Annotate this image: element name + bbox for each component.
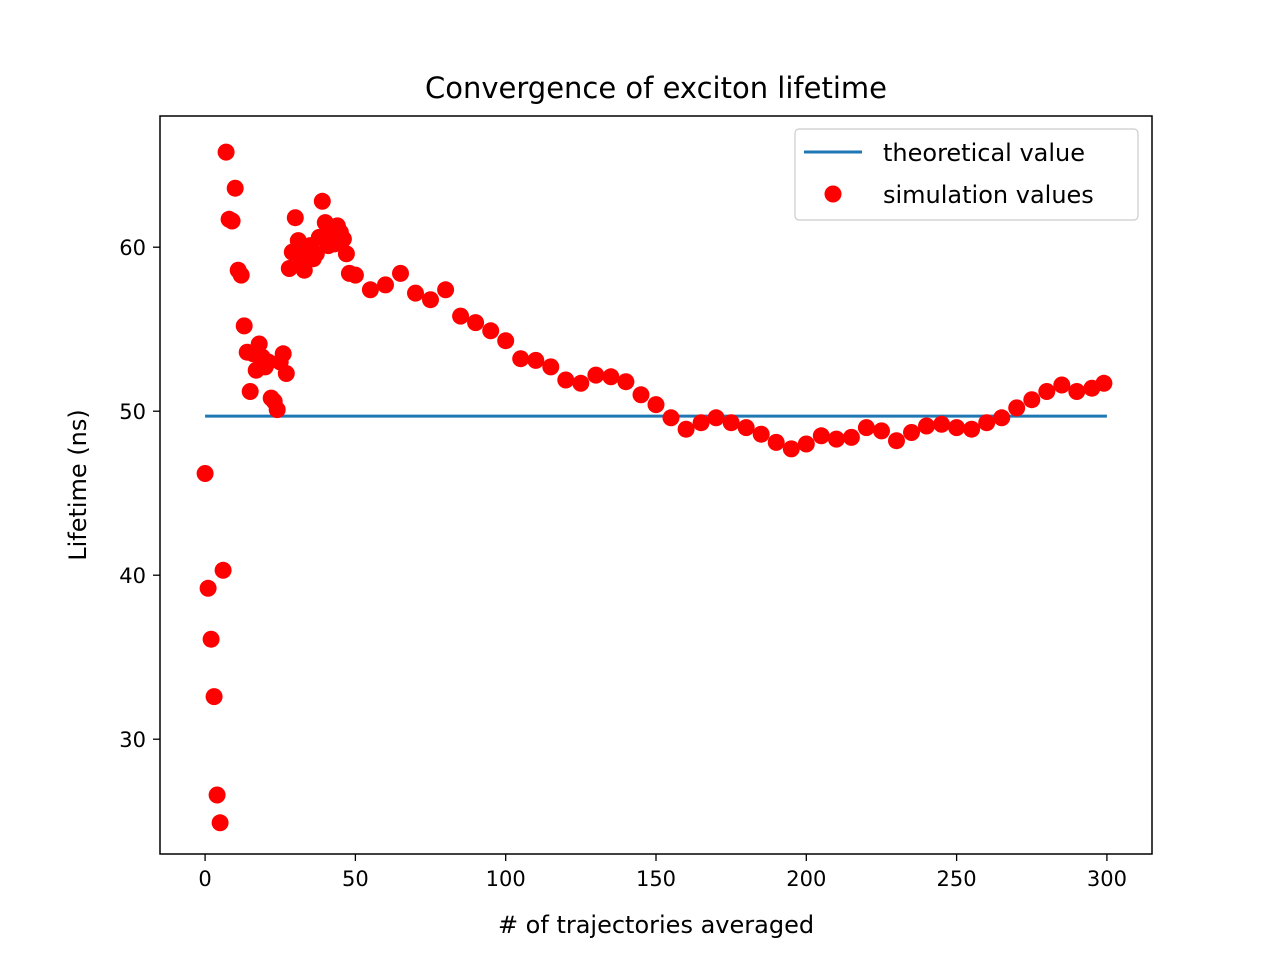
simulation-point	[295, 261, 313, 279]
simulation-point	[205, 688, 223, 706]
simulation-point	[827, 430, 845, 448]
simulation-point	[307, 245, 325, 263]
simulation-point	[1053, 376, 1071, 394]
simulation-point	[903, 424, 920, 441]
simulation-point	[286, 209, 304, 227]
simulation-point	[857, 419, 875, 437]
simulation-point	[1008, 399, 1026, 417]
simulation-point	[873, 422, 890, 440]
plot-area	[196, 143, 1113, 832]
chart-title: Convergence of exciton lifetime	[425, 71, 887, 105]
simulation-point	[948, 419, 966, 437]
simulation-point	[277, 365, 295, 382]
simulation-point	[1038, 383, 1056, 400]
y-tick-label: 60	[119, 236, 146, 260]
simulation-point	[274, 345, 292, 363]
legend-label-theoretical: theoretical value	[883, 139, 1085, 167]
simulation-point	[199, 579, 217, 597]
x-tick-label: 150	[636, 867, 676, 891]
legend-marker-swatch	[824, 185, 842, 203]
simulation-point	[572, 374, 590, 392]
simulation-point	[196, 465, 214, 482]
x-tick-label: 250	[937, 867, 977, 891]
x-tick-label: 300	[1087, 867, 1127, 891]
y-tick-label: 50	[119, 400, 146, 424]
simulation-point	[482, 322, 500, 340]
simulation-point	[223, 212, 241, 230]
simulation-point	[250, 335, 268, 353]
simulation-point	[208, 786, 226, 804]
x-axis-label: # of trajectories averaged	[498, 911, 814, 939]
simulation-point	[737, 419, 755, 437]
y-tick-label: 30	[119, 728, 146, 752]
simulation-point	[497, 332, 515, 350]
simulation-point	[632, 386, 650, 404]
simulation-point	[842, 428, 860, 446]
simulation-point	[377, 276, 394, 294]
simulation-point	[692, 414, 710, 432]
simulation-point	[707, 409, 725, 427]
simulation-point	[527, 351, 545, 369]
simulation-point	[226, 179, 244, 197]
simulation-point	[602, 368, 620, 386]
simulation-point	[407, 284, 424, 302]
x-tick-label: 200	[786, 867, 826, 891]
legend-label-simulation: simulation values	[883, 181, 1094, 209]
simulation-point	[422, 291, 439, 309]
simulation-point	[677, 420, 695, 438]
simulation-point	[933, 415, 951, 433]
simulation-point	[888, 432, 905, 450]
simulation-point	[211, 814, 229, 832]
y-tick-label: 40	[119, 564, 146, 588]
legend-box	[794, 128, 1139, 221]
simulation-point	[617, 373, 635, 391]
simulation-point	[241, 383, 259, 400]
simulation-point	[797, 435, 815, 453]
x-tick-label: 0	[198, 867, 211, 891]
legend: theoretical value simulation values	[794, 128, 1139, 221]
simulation-point	[437, 281, 455, 299]
simulation-point	[346, 266, 364, 284]
simulation-point	[235, 317, 253, 335]
simulation-point	[587, 366, 605, 384]
simulation-point	[259, 353, 277, 371]
simulation-point	[313, 192, 331, 210]
y-axis-label: Lifetime (ns)	[64, 409, 92, 561]
simulation-point	[202, 630, 220, 648]
x-tick-label: 50	[342, 867, 369, 891]
simulation-point	[1068, 383, 1086, 400]
simulation-point	[542, 358, 560, 376]
simulation-point	[334, 230, 352, 248]
simulation-point	[993, 409, 1011, 427]
simulation-point	[1023, 391, 1041, 409]
simulation-point	[647, 396, 665, 414]
simulation-point	[217, 143, 235, 161]
simulation-point	[662, 409, 680, 427]
simulation-point	[214, 561, 232, 579]
simulation-point	[722, 414, 740, 432]
x-tick-label: 100	[486, 867, 526, 891]
simulation-point	[812, 427, 830, 445]
simulation-point	[1095, 374, 1113, 392]
simulation-point	[557, 371, 575, 389]
simulation-point	[918, 417, 935, 435]
simulation-point	[392, 264, 409, 282]
simulation-point	[337, 245, 355, 263]
simulation-point	[752, 425, 770, 443]
axes: 0 50 100 150 200 250 300 30 40 50 60	[119, 115, 1153, 891]
simulation-point	[782, 440, 800, 458]
simulation-point	[268, 401, 286, 419]
simulation-point	[452, 307, 470, 325]
simulation-point	[978, 414, 996, 432]
simulation-point	[361, 281, 379, 299]
simulation-point	[963, 420, 981, 438]
simulation-point	[232, 266, 250, 284]
simulation-point	[767, 433, 785, 451]
simulation-point	[512, 350, 530, 368]
simulation-point	[467, 314, 485, 332]
